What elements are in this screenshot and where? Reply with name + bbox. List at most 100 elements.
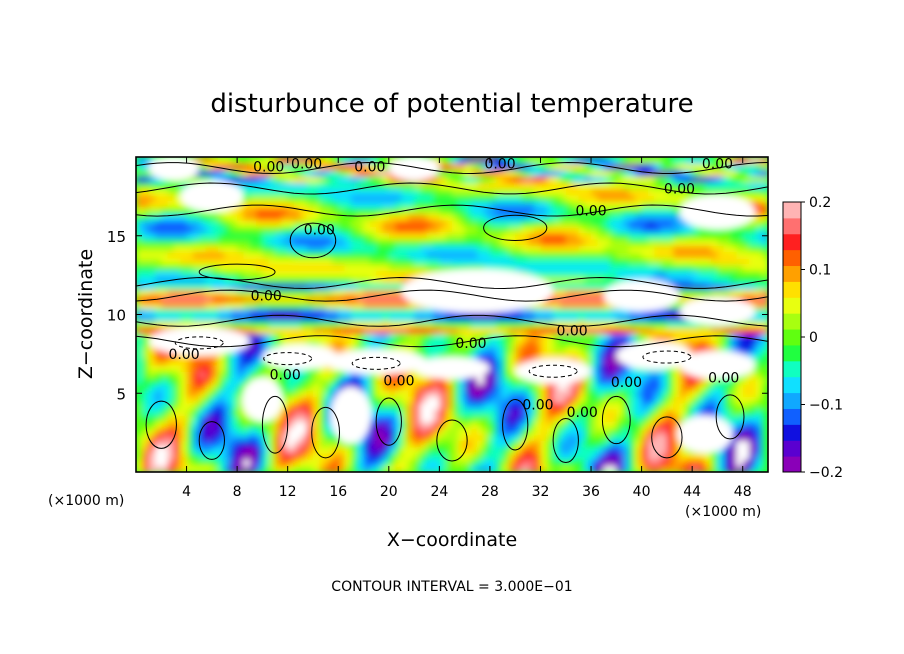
contour-label: 0.00 [484,156,515,172]
closed-contour [198,421,225,460]
contour-label: 0.00 [251,289,282,305]
colorbar-swatch [783,233,801,251]
x-tick-label: 44 [683,484,701,500]
undefined-patch [679,297,756,326]
colorbar-swatch [783,424,801,441]
negative-contour [174,336,224,350]
x-axis-label: X−coordinate [387,529,517,551]
y-axis-label: Z−coordinate [75,249,97,379]
undefined-patch [515,358,592,384]
colorbar-swatch [783,440,801,457]
undefined-patch [401,268,554,313]
colorbar-swatch [783,202,801,219]
x-tick-label: 28 [481,484,499,500]
contour-label: 0.00 [611,375,642,391]
contour-label: 0.00 [253,159,284,175]
colorbar-swatch [783,281,801,298]
undefined-patch [262,344,339,370]
contour-lines [136,161,768,464]
x-axis: 4 8 12 16 20 24 28 32 36 40 44 48 [182,157,752,500]
undefined-patch [388,157,440,181]
zero-contour [136,335,768,348]
undefined-patch [180,180,244,213]
colorbar-tick-label: 0 [809,330,818,346]
colorbar-tick-label: −0.2 [809,465,843,481]
x-tick-label: 24 [430,484,448,500]
colorbar-swatch [783,360,801,378]
zero-contour [136,182,768,195]
closed-contour [311,406,341,459]
contour-label: 0.00 [556,323,587,339]
undefined-patch [242,377,283,422]
zero-contour [136,161,768,175]
contour-label: 0.00 [383,374,414,390]
x-tick-label: 32 [532,484,550,500]
contour-label: 0.00 [354,159,385,175]
closed-contour [261,395,289,454]
colorbar-swatch [783,408,801,425]
colorbar-swatch [783,344,801,362]
contour-label: 0.00 [291,156,322,172]
x-tick-label: 8 [233,484,242,500]
colorbar-swatch [783,313,801,330]
y-tick-label: 5 [116,385,126,403]
undefined-patch [414,357,490,380]
closed-contour [145,400,177,449]
chart-title: disturbunce of potential temperature [210,89,693,119]
x-tick-label: 4 [182,484,191,500]
contour-interval-note: CONTOUR INTERVAL = 3.000E−01 [331,579,572,595]
zero-contour [136,276,768,290]
colorbar-tick-label: −0.1 [809,398,843,414]
plot-area: 0.00 0.00 0.00 0.00 0.00 0.00 0.00 0.00 0.00 0.00… [136,156,768,472]
closed-contour [198,263,276,281]
negative-contour [263,352,313,366]
closed-contour [483,214,548,241]
x-tick-label: 16 [329,484,347,500]
y-tick-label: 10 [107,307,126,325]
heat-field [136,157,768,472]
x-tick-label: 40 [633,484,651,500]
contour-label: 0.00 [567,405,598,421]
closed-contour [552,417,579,464]
undefined-patch [676,415,733,454]
undefined-patch [603,279,680,312]
undefined-patch [616,341,693,370]
colorbar-swatch [783,329,801,346]
x-tick-label: 36 [582,484,600,500]
contour-label: 0.00 [455,336,486,352]
negative-contour [528,364,578,378]
contour-label: 0.00 [664,182,695,198]
colorbar-swatch [783,249,801,267]
colorbar-swatch [783,265,801,282]
contour-labels: 0.00 0.00 0.00 0.00 0.00 0.00 0.00 0.00 0.00 0.00… [168,156,739,421]
contour-label: 0.00 [708,371,739,387]
colorbar-swatch [783,217,801,235]
colorbar-swatch [783,392,801,409]
undefined-patch [679,194,756,230]
contour-label: 0.00 [168,347,199,363]
x-tick-label: 20 [380,484,398,500]
undefined-patch [148,327,250,356]
zero-contour [136,289,768,302]
closed-contour [715,394,745,440]
closed-contour [651,416,683,459]
x-tick-label: 12 [279,484,297,500]
contour-label: 0.00 [575,204,606,220]
zero-contour [136,314,768,327]
colorbar-swatch [783,456,801,473]
colorbar-ticks: 0.2 0.1 0 −0.1 −0.2 [801,195,843,481]
undefined-patch [148,157,200,181]
y-axis: 5 10 15 [107,228,768,403]
x-unit-left: (×1000 m) [48,493,124,509]
x-unit-right: (×1000 m) [685,504,761,520]
zero-contour [136,204,768,217]
contour-label: 0.00 [522,397,553,413]
negative-contour [642,350,692,364]
x-tick-label: 48 [734,484,752,500]
closed-contour [436,419,468,462]
negative-contour [351,356,401,370]
undefined-patch [325,349,427,375]
contour-label: 0.00 [702,156,733,172]
colorbar-tick-label: 0.1 [809,263,831,279]
